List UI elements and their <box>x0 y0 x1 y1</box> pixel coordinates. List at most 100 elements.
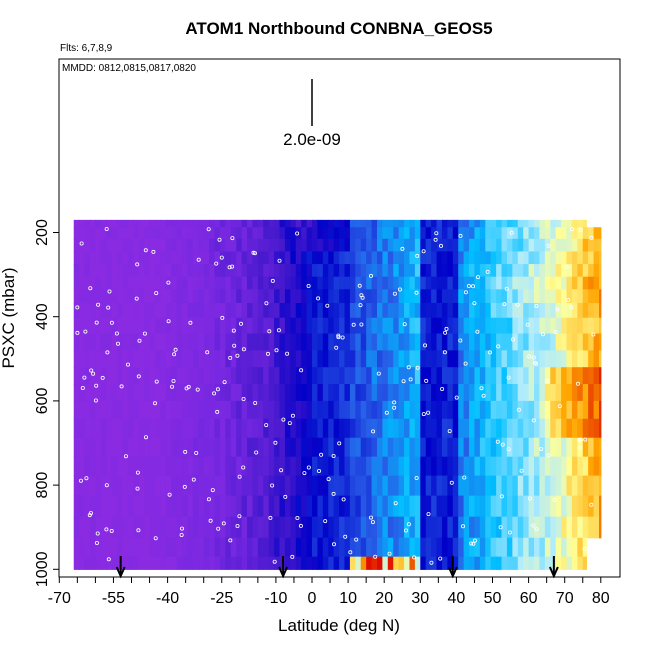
heatmap-cell <box>474 437 481 458</box>
heatmap-cell <box>441 264 448 278</box>
heatmap-cell <box>420 495 427 518</box>
heatmap-cell <box>225 238 232 253</box>
heatmap-cell <box>111 367 118 385</box>
heatmap-cell <box>571 219 578 228</box>
heatmap-cell <box>463 350 470 368</box>
heatmap-cell <box>544 333 551 351</box>
heatmap-cell <box>241 276 248 290</box>
heatmap-cell <box>534 317 541 335</box>
heatmap-cell <box>534 219 541 228</box>
heatmap-cell <box>447 350 454 368</box>
heatmap-cell <box>506 317 513 335</box>
heatmap-cell <box>263 384 270 402</box>
heatmap-cell <box>182 303 189 319</box>
heatmap-cell <box>106 289 113 304</box>
heatmap-cell <box>89 333 96 351</box>
data-point <box>539 446 544 451</box>
heatmap-cell <box>252 384 259 402</box>
heatmap-cell <box>458 289 465 304</box>
heatmap-cell <box>317 219 324 228</box>
heatmap-cell <box>198 418 205 439</box>
heatmap-cell <box>241 303 248 319</box>
heatmap-cell <box>501 264 508 278</box>
heatmap-cell <box>566 537 573 558</box>
data-point <box>241 347 246 352</box>
heatmap-cell <box>349 219 356 228</box>
heatmap-cell <box>366 333 373 351</box>
data-point <box>401 379 406 384</box>
heatmap-cell <box>306 317 313 335</box>
data-point <box>252 251 257 256</box>
heatmap-cell <box>290 303 297 319</box>
heatmap-cell <box>387 317 394 335</box>
heatmap-cell <box>263 400 270 420</box>
data-point <box>359 322 364 327</box>
heatmap-cell <box>317 251 324 265</box>
heatmap-cell <box>219 456 226 477</box>
heatmap-cell <box>111 516 118 539</box>
heatmap-cell <box>599 303 602 319</box>
heatmap-cell <box>441 495 448 518</box>
heatmap-cell <box>328 303 335 319</box>
data-point <box>104 483 109 488</box>
heatmap-cell <box>144 350 151 368</box>
heatmap-cell <box>295 303 302 319</box>
heatmap-cell <box>452 227 459 240</box>
heatmap-cell <box>138 556 145 570</box>
heatmap-cell <box>398 350 405 368</box>
heatmap-cell <box>263 350 270 368</box>
heatmap-cell <box>339 537 346 558</box>
heatmap-cell <box>496 303 503 319</box>
heatmap-cell <box>349 437 356 458</box>
heatmap-cell <box>127 537 134 558</box>
heatmap-cell <box>577 350 584 368</box>
heatmap-cell <box>192 418 199 439</box>
heatmap-cell <box>550 251 557 265</box>
heatmap-cell <box>209 264 216 278</box>
heatmap-cell <box>366 384 373 402</box>
heatmap-cell <box>144 456 151 477</box>
heatmap-cell <box>138 537 145 558</box>
heatmap-cell <box>414 219 421 228</box>
heatmap-cell <box>577 333 584 351</box>
heatmap-cell <box>252 537 259 558</box>
data-point <box>171 378 176 383</box>
heatmap-cell <box>431 516 438 539</box>
heatmap-cell <box>333 456 340 477</box>
heatmap-cell <box>257 238 264 253</box>
heatmap-cell <box>165 317 172 335</box>
heatmap-cell <box>349 456 356 477</box>
heatmap-cell <box>393 333 400 351</box>
heatmap-cell <box>550 495 557 518</box>
data-point <box>94 541 99 546</box>
heatmap-cell <box>187 456 194 477</box>
heatmap-cell <box>436 475 443 497</box>
heatmap-cell <box>257 251 264 265</box>
heatmap-cell <box>550 537 557 558</box>
x-axis-title: Latitude (deg N) <box>278 616 400 635</box>
heatmap-cell <box>599 475 602 497</box>
heatmap-cell <box>555 400 562 420</box>
heatmap-cell <box>247 333 254 351</box>
heatmap-cell <box>458 251 465 265</box>
heatmap-cell <box>469 317 476 335</box>
heatmap-cell <box>301 495 308 518</box>
heatmap-cell <box>73 384 80 402</box>
heatmap-cell <box>219 516 226 539</box>
heatmap-cell <box>127 495 134 518</box>
heatmap-cell <box>306 289 313 304</box>
heatmap-cell <box>398 367 405 385</box>
heatmap-cell <box>268 251 275 265</box>
heatmap-cell <box>144 303 151 319</box>
heatmap-cell <box>534 227 541 240</box>
heatmap-cell <box>192 556 199 570</box>
heatmap-cell <box>133 238 140 253</box>
heatmap-cell <box>122 276 129 290</box>
heatmap-cell <box>236 516 243 539</box>
marker-arrow <box>447 556 458 579</box>
heatmap-cell <box>534 251 541 265</box>
heatmap-cell <box>117 238 124 253</box>
heatmap-cell <box>479 289 486 304</box>
heatmap-cell <box>79 238 86 253</box>
heatmap-cell <box>301 456 308 477</box>
